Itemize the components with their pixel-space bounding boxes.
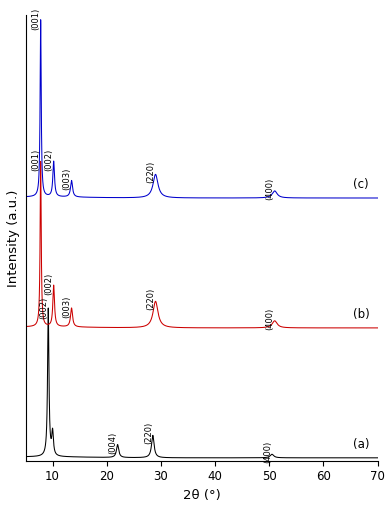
Text: (004): (004): [109, 431, 118, 454]
Text: (400): (400): [263, 441, 272, 463]
Text: (001): (001): [32, 7, 41, 30]
Text: (003): (003): [63, 295, 72, 318]
Text: (002): (002): [39, 297, 48, 319]
Text: (b): (b): [353, 308, 370, 321]
Text: (a): (a): [353, 438, 370, 451]
Text: (220): (220): [147, 161, 156, 183]
Text: (400): (400): [266, 307, 275, 330]
Y-axis label: Intensity (a.u.): Intensity (a.u.): [7, 189, 20, 287]
Text: (002): (002): [45, 273, 54, 295]
Text: (c): (c): [353, 178, 369, 191]
Text: (002): (002): [45, 149, 54, 172]
X-axis label: 2θ (°): 2θ (°): [183, 489, 220, 502]
Text: (400): (400): [266, 178, 275, 200]
Text: (220): (220): [144, 422, 153, 444]
Text: (003): (003): [63, 168, 72, 190]
Text: (001): (001): [32, 149, 41, 172]
Text: (220): (220): [147, 288, 156, 310]
